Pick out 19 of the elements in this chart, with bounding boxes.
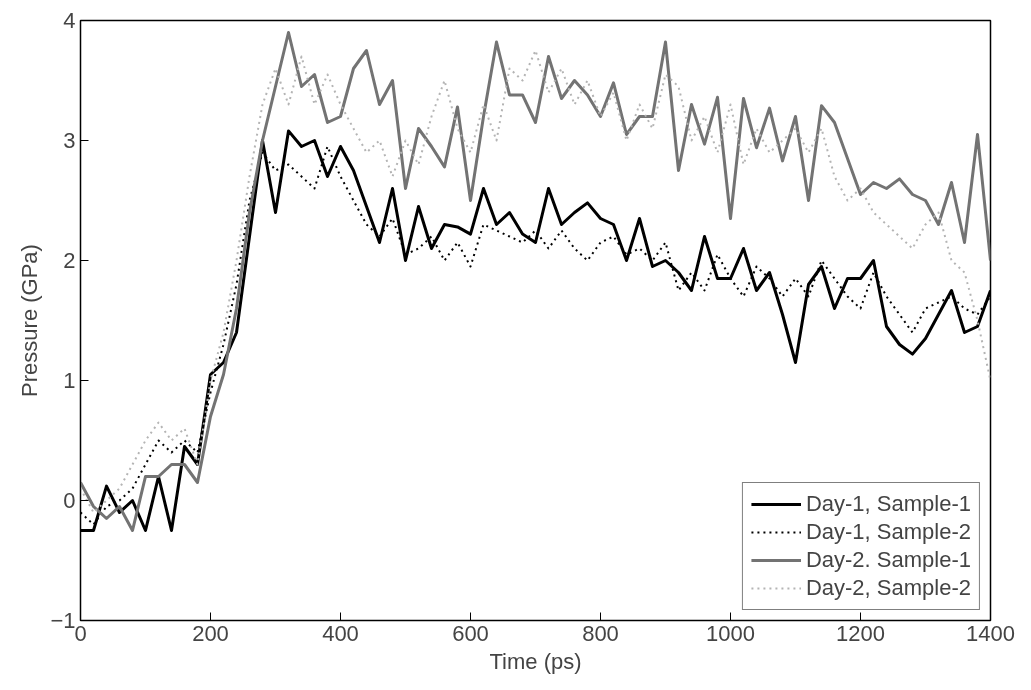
x-tick-label: 1200 — [836, 620, 885, 646]
y-tick-label: 2 — [63, 248, 76, 273]
x-tick-label: 800 — [582, 620, 619, 646]
legend-label: Day-1, Sample-2 — [805, 519, 971, 545]
x-tick-label: 1400 — [966, 620, 1015, 646]
legend-label: Day-2, Sample-2 — [805, 575, 971, 601]
legend-label: Day-1, Sample-1 — [805, 491, 971, 517]
x-tick-label: 1000 — [706, 620, 755, 646]
legend-label: Day-2. Sample-1 — [805, 547, 971, 573]
x-tick-label: 400 — [322, 620, 359, 646]
y-tick-label: 3 — [63, 128, 76, 153]
x-axis-title: Time (ps) — [489, 648, 582, 674]
y-tick-label: 0 — [63, 488, 76, 513]
y-tick-label: 1 — [63, 368, 76, 393]
y-axis-title: Pressure (GPa) — [17, 244, 43, 397]
x-tick-label: 600 — [452, 620, 489, 646]
y-tick-label: 4 — [63, 8, 76, 33]
y-tick-label: −1 — [50, 608, 76, 633]
x-tick-label: 200 — [192, 620, 229, 646]
